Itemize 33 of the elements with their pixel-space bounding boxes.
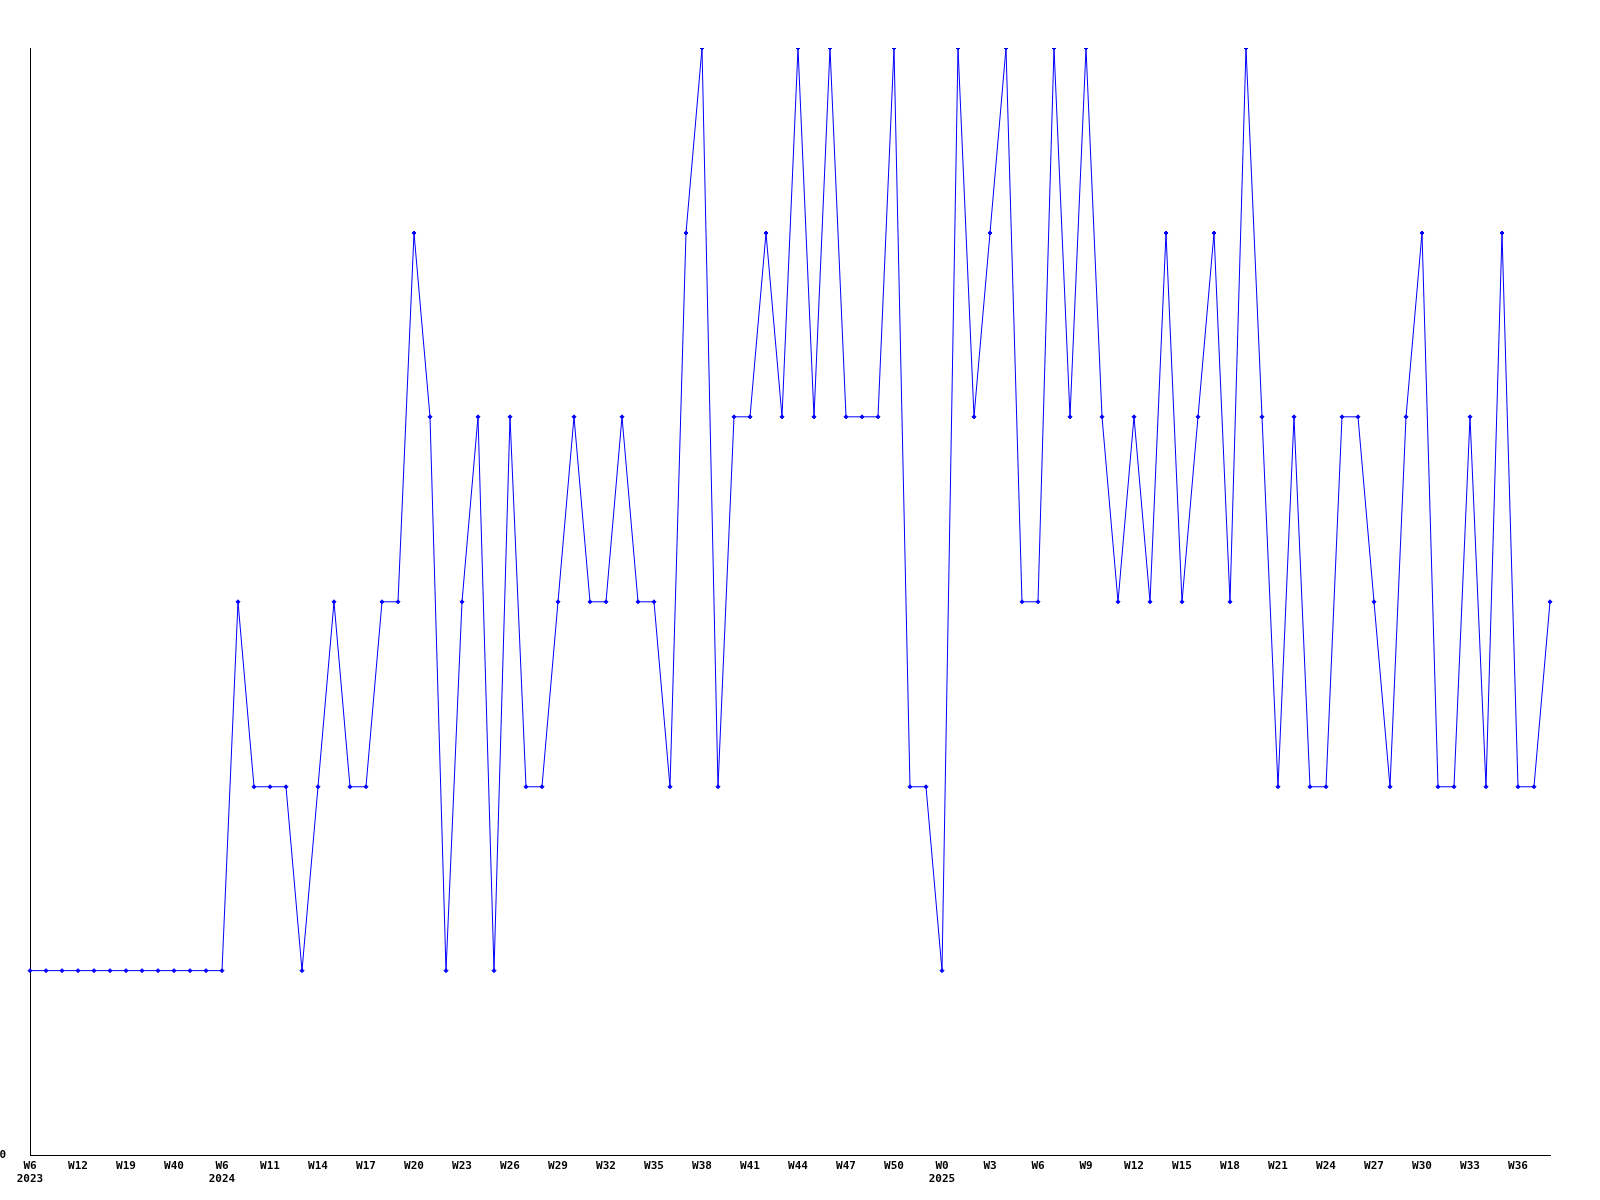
x-tick-label: W21	[1268, 1159, 1289, 1173]
x-tick-label: W23	[452, 1159, 472, 1173]
x-tick-label: W12	[68, 1159, 88, 1173]
x-tick-label: W14	[308, 1159, 329, 1173]
x-tick-label: W29	[548, 1159, 568, 1173]
x-tick-label: W15	[1172, 1159, 1192, 1173]
x-tick-label: W38	[692, 1159, 712, 1173]
x-tick-label: W50	[884, 1159, 904, 1173]
x-tick-label: W27	[1364, 1159, 1384, 1173]
x-tick-label: W40	[164, 1159, 184, 1173]
x-tick-label: W17	[356, 1159, 376, 1173]
x-tick-label: W30	[1412, 1159, 1432, 1173]
x-tick-label: W9	[1079, 1159, 1093, 1173]
x-tick-label: W41	[740, 1159, 761, 1173]
x-tick-label: W0 2025	[928, 1159, 956, 1186]
x-tick-label: W19	[116, 1159, 136, 1173]
x-tick-label: W24	[1316, 1159, 1337, 1173]
x-tick-label: W32	[596, 1159, 616, 1173]
x-tick-label: W18	[1220, 1159, 1240, 1173]
text: 0	[0, 1148, 6, 1162]
x-tick-label: W3	[983, 1159, 997, 1173]
x-tick-label: W26	[500, 1159, 521, 1173]
x-tick-label: W6 2024	[208, 1159, 236, 1186]
x-tick-label: W20	[404, 1159, 424, 1173]
x-tick-label: W11	[260, 1159, 281, 1173]
x-tick-label: W6 2023	[16, 1159, 44, 1186]
x-tick-label: W12	[1124, 1159, 1144, 1173]
x-tick-label: W35	[644, 1159, 664, 1173]
x-tick-label: W33	[1460, 1159, 1480, 1173]
x-tick-label: W44	[788, 1159, 809, 1173]
x-tick-label: W6	[1031, 1159, 1045, 1173]
x-tick-label: W36	[1508, 1159, 1529, 1173]
x-tick-label: W47	[836, 1159, 856, 1173]
